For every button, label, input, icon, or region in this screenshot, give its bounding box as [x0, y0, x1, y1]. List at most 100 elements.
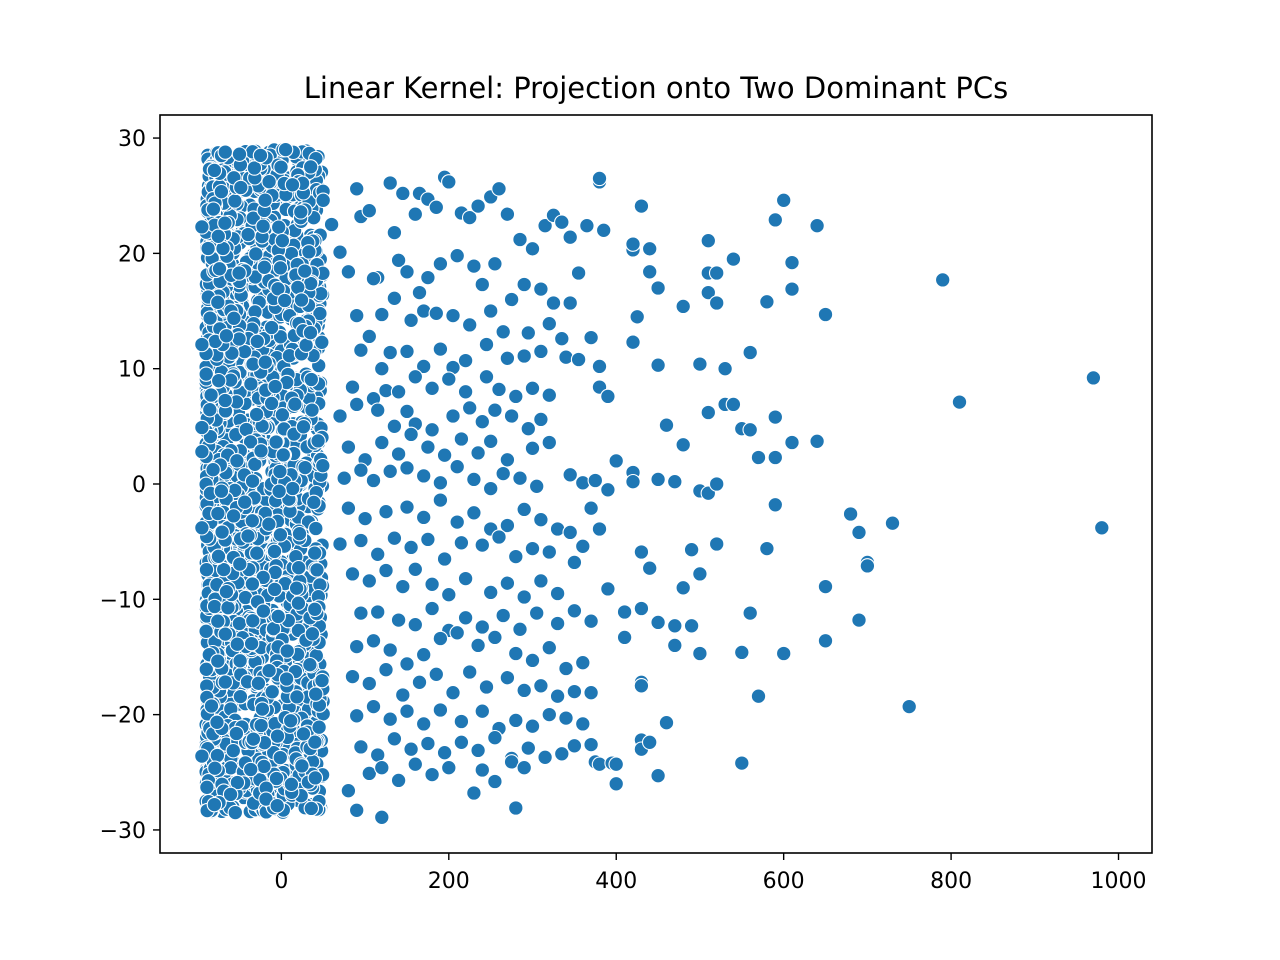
- data-point: [625, 473, 641, 490]
- data-point: [264, 684, 280, 700]
- y-tick-label: 10: [118, 358, 146, 383]
- data-point: [310, 433, 326, 449]
- data-point: [403, 741, 419, 757]
- data-point: [566, 554, 583, 571]
- data-point: [205, 201, 222, 217]
- data-point: [675, 437, 691, 453]
- data-point: [202, 401, 218, 418]
- data-point: [217, 392, 233, 409]
- data-point: [520, 740, 537, 756]
- data-point: [692, 356, 708, 372]
- data-point: [775, 192, 792, 209]
- data-point: [209, 747, 226, 764]
- data-point: [348, 396, 365, 413]
- data-point: [725, 396, 742, 413]
- data-point: [533, 281, 549, 297]
- data-point: [293, 292, 310, 308]
- data-point: [595, 222, 612, 239]
- data-point: [302, 159, 319, 175]
- data-point: [616, 629, 633, 646]
- data-point: [859, 558, 876, 574]
- data-point: [415, 303, 432, 319]
- data-point: [633, 198, 650, 214]
- data-point: [407, 616, 424, 633]
- data-point: [242, 761, 259, 778]
- data-point: [470, 637, 486, 654]
- data-point: [428, 199, 445, 216]
- data-point: [491, 529, 507, 545]
- data-point: [236, 494, 253, 510]
- data-point: [575, 654, 591, 671]
- x-tick-label: 1000: [1091, 869, 1147, 894]
- data-point: [461, 664, 478, 680]
- data-point: [453, 734, 470, 751]
- data-point: [734, 644, 750, 661]
- data-point: [257, 354, 274, 370]
- y-tick-label: 20: [118, 242, 146, 267]
- data-point: [499, 206, 516, 222]
- data-point: [466, 471, 482, 488]
- data-point: [508, 388, 524, 405]
- data-point: [466, 258, 482, 274]
- data-point: [270, 219, 287, 235]
- data-point: [261, 173, 277, 190]
- data-point: [545, 295, 562, 311]
- data-point: [600, 388, 616, 405]
- data-point: [267, 378, 283, 395]
- data-point: [399, 656, 415, 672]
- data-point: [274, 232, 291, 249]
- data-point: [369, 402, 386, 418]
- data-point: [386, 530, 403, 546]
- data-point: [750, 688, 767, 704]
- data-point: [266, 581, 283, 598]
- data-point: [203, 387, 219, 403]
- data-point: [734, 755, 750, 771]
- data-point: [306, 545, 323, 561]
- data-point: [268, 770, 285, 787]
- data-point: [217, 215, 233, 231]
- data-point: [633, 600, 650, 617]
- data-point: [470, 445, 486, 461]
- data-point: [307, 686, 324, 702]
- data-point: [271, 483, 287, 500]
- data-point: [395, 578, 411, 595]
- data-point: [314, 334, 330, 351]
- data-point: [436, 447, 453, 463]
- data-point: [268, 434, 284, 450]
- data-point: [449, 247, 465, 264]
- data-point: [641, 264, 658, 280]
- data-point: [304, 626, 321, 642]
- data-point: [309, 562, 325, 578]
- data-point: [516, 589, 532, 605]
- data-point: [198, 623, 214, 640]
- data-point: [424, 380, 440, 397]
- data-point: [478, 369, 495, 385]
- data-point: [227, 804, 244, 821]
- data-point: [537, 217, 553, 234]
- data-point: [516, 759, 532, 776]
- data-point: [683, 618, 700, 634]
- data-point: [378, 503, 394, 520]
- data-point: [441, 371, 457, 387]
- data-point: [361, 765, 378, 782]
- data-point: [495, 465, 511, 482]
- data-point: [901, 698, 917, 715]
- data-point: [273, 159, 289, 175]
- data-point: [302, 656, 318, 673]
- data-point: [453, 431, 470, 447]
- data-point: [445, 684, 461, 701]
- data-point: [487, 402, 503, 418]
- data-point: [378, 562, 394, 579]
- chart-title: Linear Kernel: Projection onto Two Domin…: [304, 71, 1008, 105]
- data-point: [453, 535, 470, 551]
- data-point: [520, 325, 537, 341]
- data-point: [210, 372, 227, 389]
- data-point: [708, 476, 725, 492]
- data-point: [767, 409, 784, 425]
- data-point: [633, 544, 650, 560]
- data-point: [641, 734, 658, 751]
- data-point: [194, 336, 210, 353]
- data-point: [365, 698, 382, 715]
- data-point: [211, 261, 228, 277]
- data-point: [231, 265, 247, 281]
